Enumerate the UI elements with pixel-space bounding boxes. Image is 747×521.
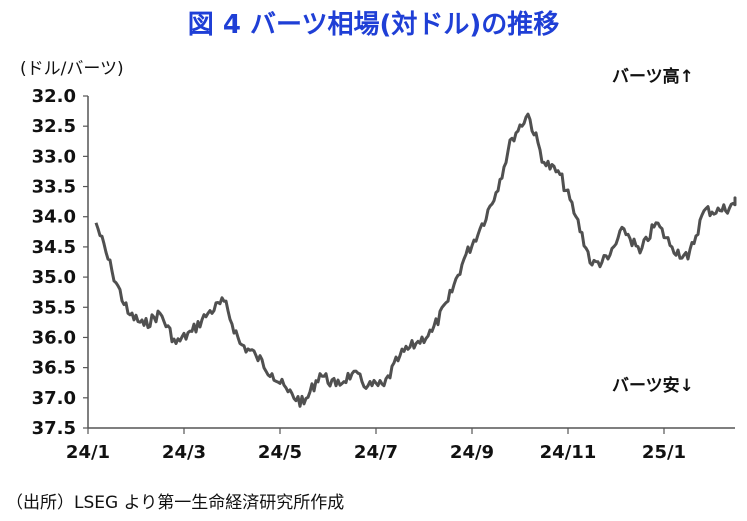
source-note: （出所）LSEG より第一生命経済研究所作成 [6, 493, 345, 513]
y-tick-label: 34.5 [32, 237, 76, 258]
baht-strong-annotation: バーツ高↑ [612, 67, 694, 87]
y-tick-label: 37.5 [32, 418, 76, 439]
y-tick-label: 32.0 [32, 86, 76, 107]
y-tick-label: 36.0 [32, 327, 76, 348]
y-axis-unit-label: (ドル/バーツ) [20, 59, 124, 79]
y-tick-label: 33.0 [32, 146, 76, 167]
x-tick-label: 24/1 [66, 442, 110, 463]
y-tick-label: 32.5 [32, 116, 76, 137]
y-tick-label: 35.0 [32, 267, 76, 288]
x-tick-label: 25/1 [642, 442, 686, 463]
x-tick-label: 24/5 [258, 442, 302, 463]
y-tick-label: 36.5 [32, 358, 76, 379]
series-line-thb-usd [94, 112, 737, 408]
x-tick-label: 24/3 [162, 442, 206, 463]
x-tick-label: 24/11 [540, 442, 597, 463]
y-tick-label: 37.0 [32, 388, 76, 409]
x-tick-label: 24/7 [354, 442, 398, 463]
y-tick-label: 33.5 [32, 177, 76, 198]
y-tick-label: 34.0 [32, 207, 76, 228]
chart-title: 図 4 バーツ相場(対ドル)の推移 [187, 10, 560, 40]
y-tick-label: 35.5 [32, 297, 76, 318]
y-axis-ticks: 32.0 32.5 33.0 33.5 34.0 34.5 35.0 35.5 36.0 36.5… [32, 86, 88, 439]
baht-weak-annotation: バーツ安↓ [612, 376, 694, 396]
x-axis-ticks: 24/1 24/3 24/5 24/7 24/9 24/11 25/1 [66, 428, 686, 463]
x-tick-label: 24/9 [450, 442, 494, 463]
